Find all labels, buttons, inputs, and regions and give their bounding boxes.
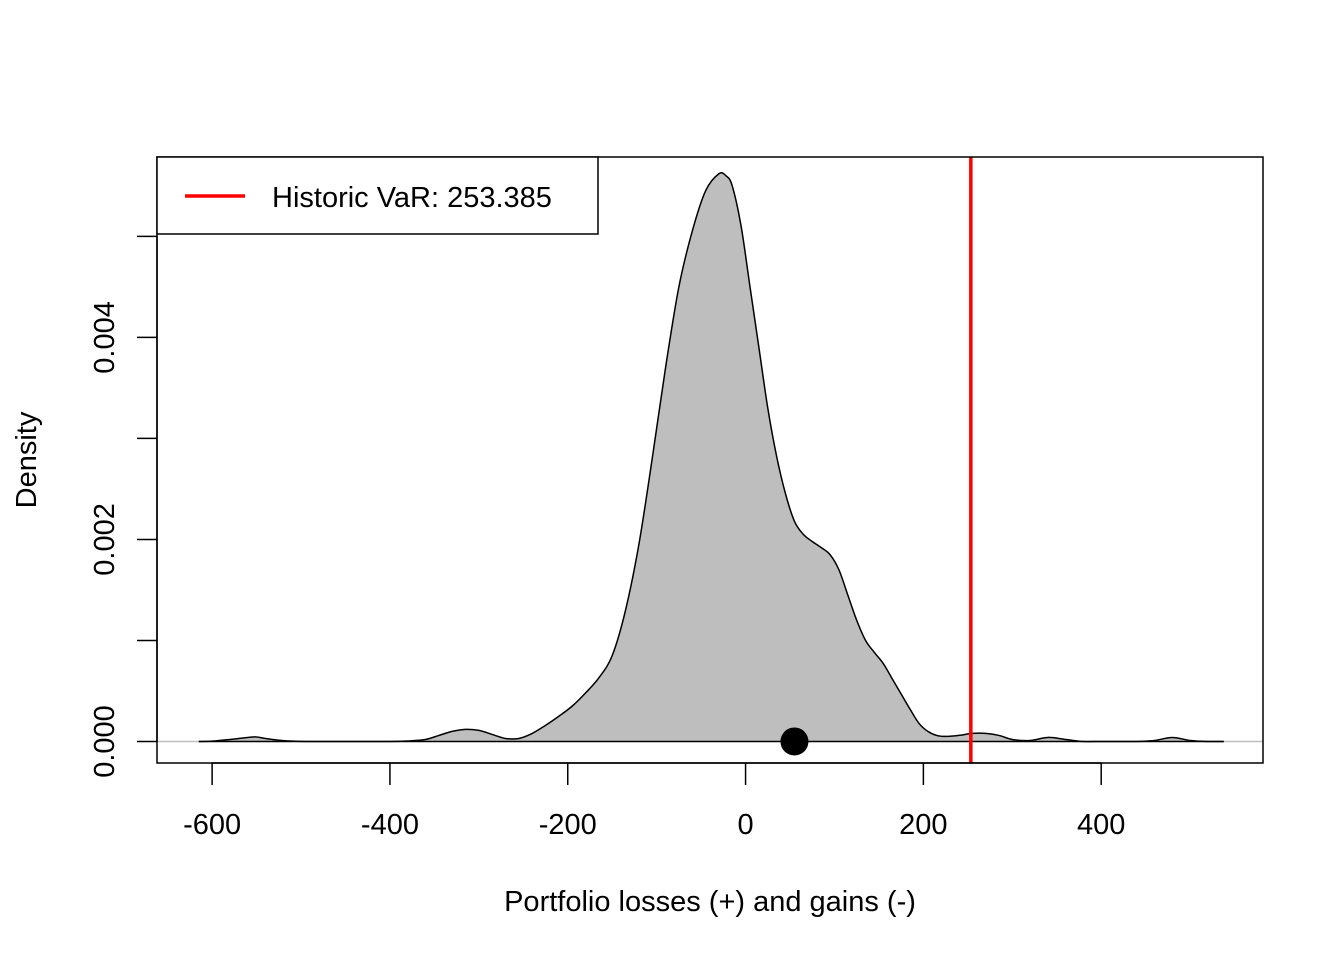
x-tick-label: -600	[183, 809, 241, 841]
y-tick-label: 0.002	[89, 503, 121, 576]
legend: Historic VaR: 253.385	[156, 156, 599, 235]
legend-label-historic-var: Historic VaR: 253.385	[272, 182, 552, 214]
x-tick-label: 0	[737, 809, 753, 841]
marker-point	[780, 727, 809, 756]
x-tick-label: -400	[361, 809, 419, 841]
density-layer	[157, 171, 1263, 743]
x-axis-title: Portfolio losses (+) and gains (-)	[504, 886, 916, 918]
y-axis: 0.000 0.002 0.004	[89, 235, 158, 778]
x-tick-label: -200	[539, 809, 597, 841]
marker-layer	[780, 727, 809, 756]
x-axis: -600 -400 -200 0 200 400	[183, 762, 1125, 841]
y-axis-title: Density	[11, 411, 43, 508]
x-tick-label: 200	[899, 809, 947, 841]
y-tick-label: 0.004	[89, 301, 121, 374]
density-fill	[198, 172, 1224, 742]
y-tick-label: 0.000	[89, 705, 121, 778]
x-tick-label: 400	[1077, 809, 1125, 841]
density-outline	[198, 171, 1224, 743]
